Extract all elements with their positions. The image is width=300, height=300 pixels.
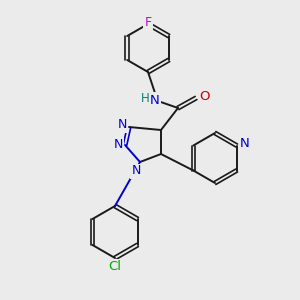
Text: N: N	[240, 137, 250, 150]
Text: F: F	[144, 16, 152, 29]
Text: N: N	[113, 139, 123, 152]
Text: Cl: Cl	[109, 260, 122, 274]
Text: N: N	[150, 94, 160, 106]
Text: O: O	[199, 91, 209, 103]
Text: N: N	[117, 118, 127, 131]
Text: N: N	[131, 164, 141, 178]
Text: H: H	[141, 92, 149, 106]
